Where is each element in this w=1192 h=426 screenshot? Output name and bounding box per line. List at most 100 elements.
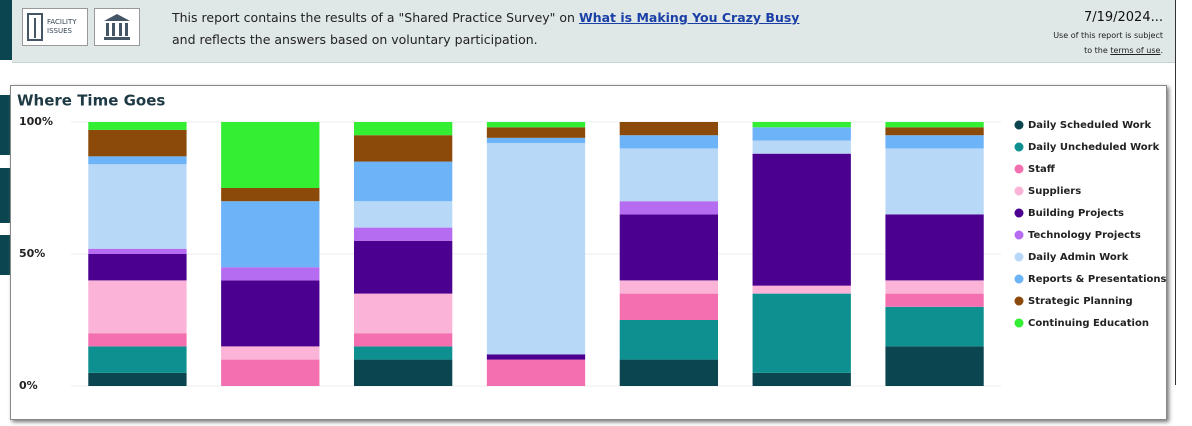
bar-segment [88,346,187,373]
bar-segment [353,359,453,386]
bar-segment [752,372,851,386]
legend-label: Daily Admin Work [1028,252,1129,263]
bar-segment [619,201,719,215]
legend-label: Daily Scheduled Work [1028,120,1152,131]
logo[interactable] [94,8,140,46]
bar-segment [353,135,453,162]
bar-segment [885,148,984,215]
side-strip [0,168,12,223]
report-date: 7/19/2024... [1083,10,1163,25]
side-strip [0,0,12,60]
bar-segment [619,214,719,281]
bar-segment [88,333,187,347]
side-strip [0,95,12,155]
divider [1175,0,1176,385]
bar-segment [885,280,984,294]
logo: FACILITY ISSUES [22,8,88,46]
bar-segment [619,359,719,386]
bar-segment [221,359,320,386]
bar-segment [752,140,851,154]
bar-segment [752,122,851,128]
bar-segment [619,122,719,136]
survey-link[interactable]: What is Making You Crazy Busy [578,10,800,25]
bar-segment [885,135,984,149]
legend-label: Reports & Presentations [1028,274,1166,285]
legend-marker [1014,296,1024,306]
bar-segment [885,306,984,347]
y-tick-label: 100% [19,115,53,128]
bar-segment [619,148,719,202]
header: FACILITY ISSUES This report contains the… [12,0,1175,63]
bar-segment [88,129,187,157]
notice: Use of this report is subject [1053,31,1163,40]
bar-segment [619,135,719,149]
legend-marker [1014,208,1024,218]
bar-segment [221,280,320,347]
bar-segment [353,161,453,202]
bar-segment [88,254,187,281]
legend-marker [1014,120,1024,130]
legend-marker [1014,164,1024,174]
bar-segment [88,122,187,130]
legend-label: Building Projects [1028,208,1124,219]
bar-segment [752,153,851,286]
terms-link[interactable]: terms of use [1110,46,1161,55]
bar-segment [221,267,320,281]
legend-label: Staff [1028,164,1056,175]
y-tick-label: 0% [19,379,38,392]
bar-segment [486,359,586,386]
bar-segment [221,122,320,188]
bar-segment [353,122,453,136]
legend-marker [1014,142,1024,152]
chart: Where Time Goes 0% 50% 100% Daily Scheduled… [17,92,1166,393]
bar-segment [353,227,453,241]
bar-segment [88,156,187,165]
bar-segment [486,122,586,128]
bar-segment [619,280,719,294]
bar-segment [752,285,851,294]
bar-segment [221,201,320,268]
logo-text: FACILITY ISSUES [47,18,77,35]
bar-segment [88,164,187,249]
bar-segment [885,346,984,386]
notice-text: . [1160,46,1163,55]
notice-text: to the [1084,46,1108,55]
bar-segment [752,293,851,373]
chart-panel: Where Time Goes 0% 50% 100% Daily Scheduled… [10,85,1167,420]
legend-label: Technology Projects [1028,230,1141,241]
y-tick-label: 50% [19,247,45,260]
bar-segment [353,333,453,347]
bar-segment [752,127,851,141]
bar-segment [88,280,187,334]
legend-label: Strategic Planning [1028,296,1133,307]
legend-marker [1014,230,1024,240]
bar-segment [486,127,586,138]
legend-marker [1014,186,1024,196]
bar-segment [619,320,719,360]
bar-segment [486,354,586,360]
bar-segment [486,137,586,144]
intro-line: This report contains the results of a "S… [172,10,575,25]
logo-icon [27,13,43,41]
bar-segment [353,201,453,228]
bar-segment [885,214,984,281]
bar-segment [486,143,586,355]
intro-text: This report contains the results of a "S… [172,10,799,25]
notice: to the terms of use. [1084,46,1163,55]
side-strip [0,235,12,275]
legend-marker [1014,252,1024,262]
chart-title: Where Time Goes [17,92,165,110]
bar-segment [88,248,187,254]
building-icon [104,14,130,40]
bar-segment [88,372,187,386]
bar-segment [885,122,984,128]
legend-marker [1014,274,1024,284]
bar-segment [353,346,453,360]
intro-line: and reflects the answers based on volunt… [172,32,538,47]
legend-label: Continuing Education [1028,318,1149,329]
legend-marker [1014,318,1024,328]
bar-segment [353,240,453,294]
bar-segment [221,346,320,360]
legend-label: Suppliers [1028,186,1081,197]
